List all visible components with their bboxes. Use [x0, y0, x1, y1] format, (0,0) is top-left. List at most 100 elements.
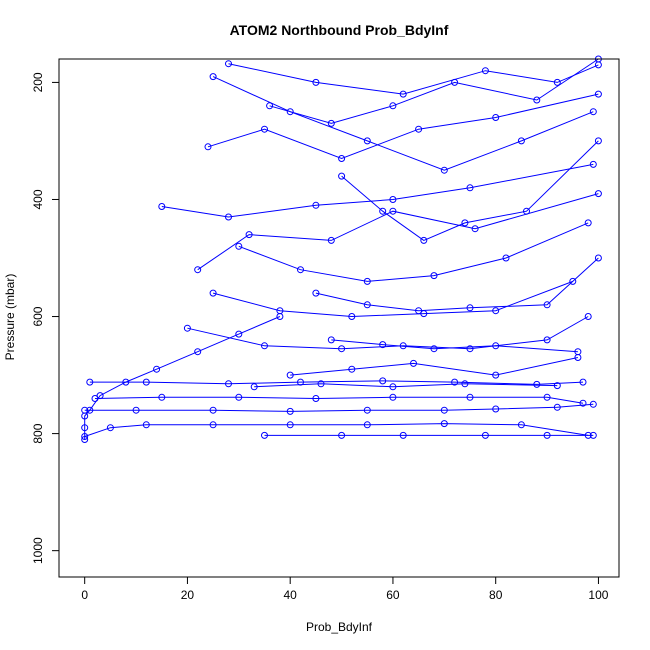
series-16-point-2 [317, 380, 325, 388]
series-18-point-2 [379, 341, 387, 349]
series-7-point-2 [261, 342, 268, 350]
series-8-point-5 [492, 307, 500, 315]
series-5-point-7 [533, 380, 541, 388]
x-axis-label: Prob_BdyInf [306, 620, 373, 634]
series-19-point-4 [461, 219, 469, 227]
series-16-point-1 [250, 383, 258, 391]
series-10-point-1 [158, 203, 166, 210]
series-2-point-7 [440, 420, 448, 428]
series-4-line [94, 396, 584, 404]
series-11-point-6 [589, 108, 597, 116]
y-tick-label-200: 200 [31, 72, 45, 92]
series-5-point-6 [451, 378, 459, 386]
series-6-point-4 [481, 431, 489, 439]
series-8-point-1 [209, 289, 217, 297]
series-2-point-2 [106, 424, 114, 432]
series-14-line [197, 193, 599, 271]
series-2-point-4 [209, 421, 217, 429]
series-17-point-1 [312, 289, 320, 297]
series-16-line [254, 383, 558, 388]
series-20-point-5 [533, 96, 541, 104]
series-4-point-6 [466, 393, 474, 401]
series-9-point-2 [297, 266, 304, 274]
series-17-point-3 [415, 307, 423, 315]
series-12-line [228, 63, 599, 95]
series-3-point-1 [81, 406, 89, 414]
series-1-point-8 [194, 348, 202, 356]
series-4-point-7 [543, 393, 551, 401]
series-5-point-8 [579, 378, 587, 386]
x-tick-label-60: 60 [386, 588, 400, 602]
series-12-point-3 [399, 90, 407, 98]
series-14-point-6 [594, 190, 602, 198]
series-10-point-3 [312, 201, 320, 209]
series-3-point-4 [286, 407, 294, 415]
x-tick-label-80: 80 [489, 588, 503, 602]
y-tick-label-400: 400 [31, 189, 45, 209]
series-13-point-2 [261, 125, 268, 133]
x-tick-label-40: 40 [284, 588, 298, 602]
series-3-point-2 [132, 406, 140, 414]
series-6-point-5 [543, 431, 551, 439]
series-20-point-3 [389, 102, 397, 110]
chart-title: ATOM2 Northbound Prob_BdyInf [230, 22, 449, 38]
series-4-point-8 [579, 399, 587, 407]
series-16-point-3 [389, 383, 397, 391]
series-layer [81, 55, 602, 443]
series-15-point-3 [410, 359, 417, 367]
series-10-line [161, 163, 594, 218]
y-tick-label-600: 600 [31, 306, 45, 326]
series-6-point-1 [261, 431, 268, 439]
series-19-point-1 [338, 172, 346, 180]
series-19-point-5 [523, 207, 530, 215]
series-13-point-4 [415, 125, 423, 133]
series-2-point-8 [517, 421, 525, 429]
series-3-point-5 [363, 406, 371, 414]
x-tick-label-20: 20 [181, 588, 195, 602]
series-16-point-4 [461, 380, 469, 388]
series-3-line [84, 403, 594, 412]
series-11-point-3 [363, 137, 371, 145]
series-3-point-9 [589, 400, 597, 408]
series-14-point-3 [327, 236, 335, 244]
series-17-point-2 [363, 301, 371, 309]
series-5-point-5 [379, 377, 387, 385]
series-5-point-2 [142, 378, 150, 386]
series-2-point-6 [363, 421, 371, 429]
series-3-point-6 [440, 406, 448, 414]
series-11-point-4 [440, 166, 448, 174]
series-2-line [84, 423, 589, 437]
series-12-point-2 [312, 78, 320, 86]
series-3-point-8 [553, 403, 561, 411]
series-2-point-5 [286, 421, 294, 429]
series-10-point-5 [466, 184, 474, 192]
series-19-line [341, 140, 599, 241]
series-9-point-6 [584, 219, 592, 227]
series-11-line [212, 76, 594, 171]
series-9-point-3 [363, 277, 371, 285]
series-13-point-3 [338, 155, 346, 162]
x-tick-label-100: 100 [588, 588, 608, 602]
series-13-point-6 [594, 90, 602, 98]
series-1-line [84, 316, 281, 440]
y-tick-label-1000: 1000 [31, 537, 45, 564]
series-6-point-6 [589, 431, 597, 439]
series-10-point-4 [389, 196, 397, 203]
series-15-line [290, 357, 579, 376]
series-7-point-6 [543, 336, 551, 344]
series-3-point-3 [209, 406, 217, 414]
series-1-point-9 [235, 330, 243, 338]
series-18-point-1 [327, 336, 335, 344]
series-7-point-7 [584, 313, 592, 320]
series-6-point-3 [399, 431, 407, 439]
series-8-point-3 [348, 313, 356, 320]
series-18-point-3 [430, 345, 438, 353]
series-15-point-2 [348, 365, 356, 373]
series-10-point-2 [225, 213, 232, 221]
series-13-point-5 [492, 114, 500, 121]
series-11-point-1 [209, 73, 217, 81]
series-19-point-2 [379, 207, 387, 215]
series-5-point-1 [86, 378, 94, 386]
